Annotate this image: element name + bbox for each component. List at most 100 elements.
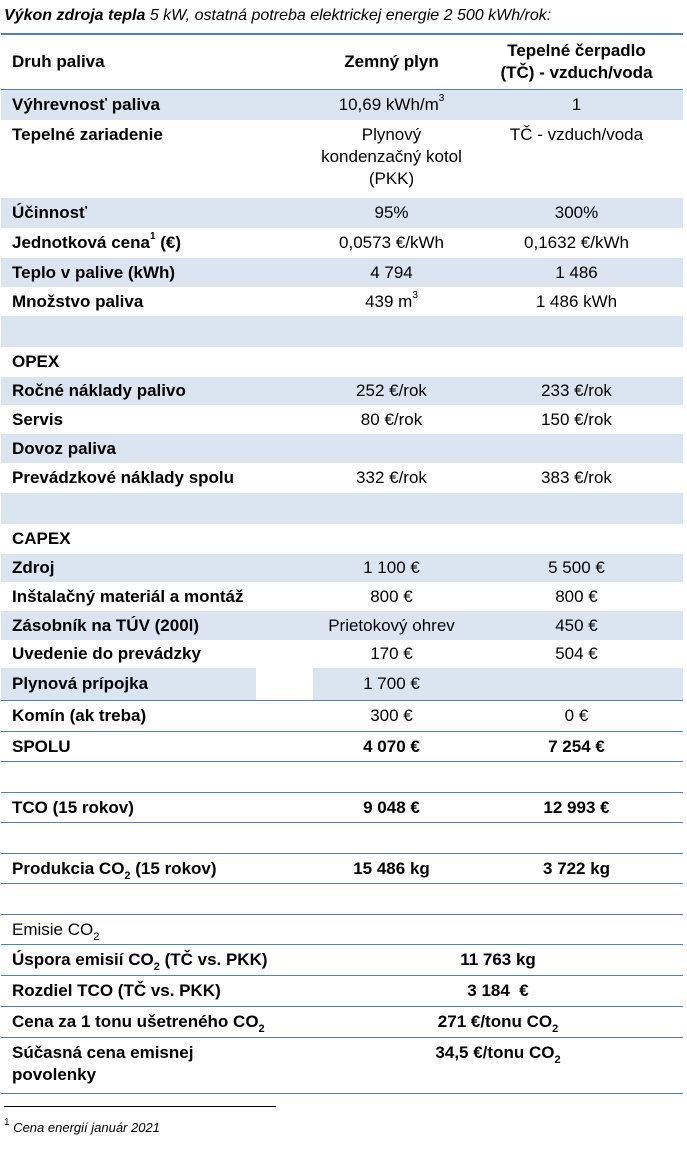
table-row: Plynová prípojka 1 700 € xyxy=(1,668,683,700)
table-row: Rozdiel TCO (TČ vs. PKK) 3 184 € xyxy=(1,976,683,1007)
table-header: Druh paliva Zemný plyn Tepelné čerpadlo … xyxy=(1,35,683,90)
header-fuel-type: Druh paliva xyxy=(12,52,105,71)
table-row: Účinnosť 95% 300% xyxy=(1,198,683,228)
section-heading-opex: OPEX xyxy=(12,352,60,371)
caption-bold: Výkon zdroja tepla xyxy=(4,7,146,24)
gas-value: 170 € xyxy=(370,644,413,663)
row-label: Výhrevnosť paliva xyxy=(12,95,160,114)
gas-value: Prietokový ohrev xyxy=(328,615,455,635)
row-label: Účinnosť xyxy=(12,203,88,222)
hp-value: 1 xyxy=(571,95,582,114)
row-label: Inštalačný materiál a montáž xyxy=(12,586,244,606)
gas-value: 95% xyxy=(374,203,409,222)
hp-value: 1 486 kWh xyxy=(535,291,618,311)
hp-value: 800 € xyxy=(555,586,598,606)
table-row: Súčasná cena emisnej povolenky 34,5 €/to… xyxy=(1,1038,683,1094)
gas-value: 4 070 € xyxy=(363,736,420,756)
row-label: Prevádzkové náklady spolu xyxy=(12,468,235,487)
table-row: Dovoz paliva xyxy=(1,434,683,463)
merged-value: 11 763 kg xyxy=(460,950,536,969)
hp-value: 3 722 kg xyxy=(542,858,611,878)
header-heat-pump-line1: Tepelné čerpadlo xyxy=(507,41,646,60)
row-label: Produkcia CO2 (15 rokov) xyxy=(12,858,217,882)
capex-total-row: SPOLU 4 070 € 7 254 € xyxy=(1,732,683,762)
row-label: Súčasná cena emisnej povolenky xyxy=(12,1043,194,1084)
gas-value: 15 486 kg xyxy=(353,858,430,878)
spacer-row xyxy=(1,316,683,347)
row-label: Dovoz paliva xyxy=(12,438,116,458)
gas-value: 800 € xyxy=(370,586,413,606)
gas-value: 439 m3 xyxy=(365,289,418,311)
table-caption: Výkon zdroja tepla 5 kW, ostatná potreba… xyxy=(4,4,684,28)
spacer-row xyxy=(1,823,683,854)
table-row: Výhrevnosť paliva 10,69 kWh/m3 1 xyxy=(1,90,683,120)
row-label: Servis xyxy=(12,409,64,429)
gas-value: 80 €/rok xyxy=(360,409,423,429)
hp-value: 150 €/rok xyxy=(541,409,612,429)
spacer-row xyxy=(1,762,683,793)
row-label: Zásobník na TÚV (200l) xyxy=(12,615,200,635)
hp-value: TČ - vzduch/voda xyxy=(509,125,644,144)
merged-value: 271 €/tonu CO2 xyxy=(437,1012,559,1036)
row-label: Teplo v palive (kWh) xyxy=(12,262,176,282)
hp-value: 0 € xyxy=(564,706,589,725)
hp-value: 300% xyxy=(554,203,599,222)
section-heading-emissions: Emisie CO2 xyxy=(1,915,683,945)
gas-value: 9 048 € xyxy=(363,797,420,817)
gas-value: 1 100 € xyxy=(363,558,420,577)
header-heat-pump: Tepelné čerpadlo (TČ) - vzduch/voda xyxy=(470,40,683,84)
header-natural-gas: Zemný plyn xyxy=(344,52,439,71)
gas-value: 1 700 € xyxy=(363,674,420,693)
table-row: Zásobník na TÚV (200l) Prietokový ohrev … xyxy=(1,611,683,640)
table-row: Množstvo paliva 439 m3 1 486 kWh xyxy=(1,287,683,316)
hp-value: 7 254 € xyxy=(548,736,605,756)
gas-value: 252 €/rok xyxy=(356,381,427,400)
merged-value: 34,5 €/tonu CO2 xyxy=(435,1043,561,1067)
row-label: Množstvo paliva xyxy=(12,291,144,311)
footnote: 1 Cena energií január 2021 xyxy=(4,1116,160,1135)
row-label: TCO (15 rokov) xyxy=(12,797,134,817)
table-row: Teplo v palive (kWh) 4 794 1 486 xyxy=(1,258,683,287)
header-heat-pump-line2: (TČ) - vzduch/voda xyxy=(500,63,653,82)
gas-value: 0,0573 €/kWh xyxy=(339,233,444,252)
row-label: Uvedenie do prevádzky xyxy=(12,644,201,663)
hp-value: 1 486 xyxy=(555,262,598,282)
spacer-row xyxy=(1,884,683,915)
section-heading-capex: CAPEX xyxy=(12,529,71,548)
row-label: Plynová prípojka xyxy=(12,674,149,693)
gas-value: 300 € xyxy=(370,706,413,725)
table-row: Úspora emisií CO2 (TČ vs. PKK) 11 763 kg xyxy=(1,945,683,976)
hp-value: 504 € xyxy=(555,644,598,663)
row-label: Cena za 1 tonu ušetreného CO2 xyxy=(12,1012,265,1036)
merged-value: 3 184 € xyxy=(467,981,529,1000)
table-row: Inštalačný materiál a montáž 800 € 800 € xyxy=(1,582,683,611)
row-label: SPOLU xyxy=(12,736,71,756)
hp-value: 0,1632 €/kWh xyxy=(524,233,629,252)
row-label: Komín (ak treba) xyxy=(12,706,147,725)
hp-value: 5 500 € xyxy=(548,558,605,577)
hp-value: 12 993 € xyxy=(543,797,610,817)
footnote-separator xyxy=(4,1106,276,1107)
table-row: Ročné náklady palivo 252 €/rok 233 €/rok xyxy=(1,377,683,405)
gas-value: 332 €/rok xyxy=(356,468,427,487)
table-row: Uvedenie do prevádzky 170 € 504 € xyxy=(1,640,683,668)
table-row: Servis 80 €/rok 150 €/rok xyxy=(1,405,683,434)
table-row: Jednotková cena1 (€) 0,0573 €/kWh 0,1632… xyxy=(1,228,683,258)
caption-rest: 5 kW, ostatná potreba elektrickej energi… xyxy=(145,7,552,24)
hp-value: 383 €/rok xyxy=(541,468,612,487)
heating-comparison-table: Druh paliva Zemný plyn Tepelné čerpadlo … xyxy=(1,33,683,1094)
co2-production-row: Produkcia CO2 (15 rokov) 15 486 kg 3 722… xyxy=(1,854,683,884)
row-label: Ročné náklady palivo xyxy=(12,381,186,400)
hp-value: 233 €/rok xyxy=(541,381,612,400)
table-row: Komín (ak treba) 300 € 0 € xyxy=(1,700,683,732)
gas-value: 10,69 kWh/m3 xyxy=(338,93,445,114)
row-label: Jednotková cena1 (€) xyxy=(12,231,182,252)
tco-row: TCO (15 rokov) 9 048 € 12 993 € xyxy=(1,793,683,823)
table-row: Zdroj 1 100 € 5 500 € xyxy=(1,554,683,582)
row-label: Rozdiel TCO (TČ vs. PKK) xyxy=(12,981,221,1000)
hp-value: 450 € xyxy=(555,615,598,635)
gas-value: 4 794 xyxy=(370,262,413,282)
gas-value: Plynový kondenzačný kotol (PKK) xyxy=(321,125,462,188)
table-row: Tepelné zariadenie Plynový kondenzačný k… xyxy=(1,120,683,198)
row-label: Tepelné zariadenie xyxy=(12,125,163,144)
